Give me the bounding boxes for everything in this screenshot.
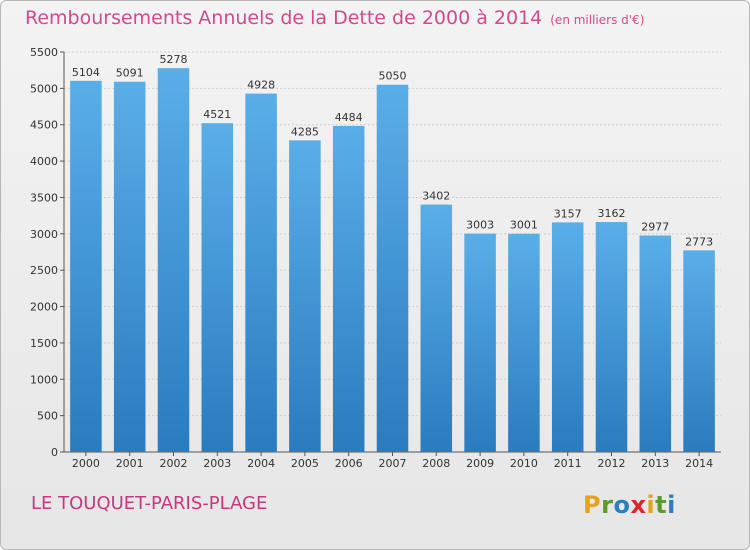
x-tick-label-2001: 2001 <box>116 457 144 470</box>
bar-2005 <box>289 140 321 452</box>
y-tick-label: 3000 <box>30 228 58 241</box>
value-label-2002: 5278 <box>160 53 188 66</box>
value-label-2001: 5091 <box>116 67 144 80</box>
y-tick-label: 500 <box>37 410 58 423</box>
y-tick-label: 1500 <box>30 337 58 350</box>
value-label-2005: 4285 <box>291 125 319 138</box>
y-tick-label: 2500 <box>30 264 58 277</box>
value-label-2011: 3157 <box>554 207 582 220</box>
logo-letter: x <box>630 491 647 519</box>
bar-2007 <box>376 84 409 453</box>
value-label-2014: 2773 <box>685 235 713 248</box>
value-label-2012: 3162 <box>598 207 626 220</box>
bar-2012 <box>595 222 628 452</box>
bar-2008 <box>420 204 453 452</box>
y-tick-label: 4000 <box>30 155 58 168</box>
x-tick-label-2007: 2007 <box>379 457 407 470</box>
logo-letter: i <box>646 491 656 519</box>
x-tick-label-2009: 2009 <box>466 457 494 470</box>
bar-2003 <box>201 123 234 452</box>
proxiti-logo: Proxiti <box>583 491 676 519</box>
y-tick-label: 2000 <box>30 301 58 314</box>
value-label-2003: 4521 <box>203 108 231 121</box>
value-label-2010: 3001 <box>510 219 538 232</box>
logo-letter: t <box>655 491 668 519</box>
logo-letter: r <box>601 491 614 519</box>
bar-2004 <box>245 93 277 452</box>
value-label-2009: 3003 <box>466 219 494 232</box>
x-tick-label-2008: 2008 <box>422 457 450 470</box>
x-tick-label-2010: 2010 <box>510 457 538 470</box>
y-tick-label: 1000 <box>30 373 58 386</box>
logo-letter: o <box>613 491 631 519</box>
value-label-2006: 4484 <box>335 111 363 124</box>
y-tick-label: 0 <box>51 446 58 459</box>
y-tick-label: 4500 <box>30 119 58 132</box>
y-tick-label: 5500 <box>30 46 58 59</box>
value-label-2004: 4928 <box>247 79 275 92</box>
bar-2002 <box>157 68 190 453</box>
bar-2014 <box>683 250 715 452</box>
bar-2009 <box>464 233 496 452</box>
x-tick-label-2012: 2012 <box>598 457 626 470</box>
y-tick-label: 5000 <box>30 82 58 95</box>
logo-letter: i <box>667 491 676 519</box>
x-tick-label-2005: 2005 <box>291 457 319 470</box>
bar-2013 <box>639 235 672 452</box>
x-tick-label-2006: 2006 <box>335 457 363 470</box>
x-tick-label-2000: 2000 <box>72 457 100 470</box>
x-tick-label-2013: 2013 <box>641 457 669 470</box>
chart-subtitle: (en milliers d'€) <box>550 13 645 27</box>
bar-2000 <box>70 80 102 453</box>
bar-2006 <box>332 125 365 453</box>
bar-2011 <box>551 222 584 452</box>
value-label-2007: 5050 <box>379 70 407 83</box>
x-tick-label-2011: 2011 <box>554 457 582 470</box>
value-label-2000: 5104 <box>72 66 100 79</box>
x-tick-label-2002: 2002 <box>160 457 188 470</box>
value-label-2013: 2977 <box>641 220 669 233</box>
chart-title-text: Remboursements Annuels de la Dette de 20… <box>25 7 543 29</box>
value-label-2008: 3402 <box>422 190 450 203</box>
y-tick-label: 3500 <box>30 191 58 204</box>
logo-letter: P <box>583 491 602 519</box>
chart-title: Remboursements Annuels de la Dette de 20… <box>25 7 644 29</box>
x-tick-label-2003: 2003 <box>203 457 231 470</box>
x-tick-label-2004: 2004 <box>247 457 275 470</box>
bar-2001 <box>113 81 146 452</box>
town-name: LE TOUQUET-PARIS-PLAGE <box>31 493 268 514</box>
x-tick-label-2014: 2014 <box>685 457 713 470</box>
bar-2010 <box>508 233 540 452</box>
